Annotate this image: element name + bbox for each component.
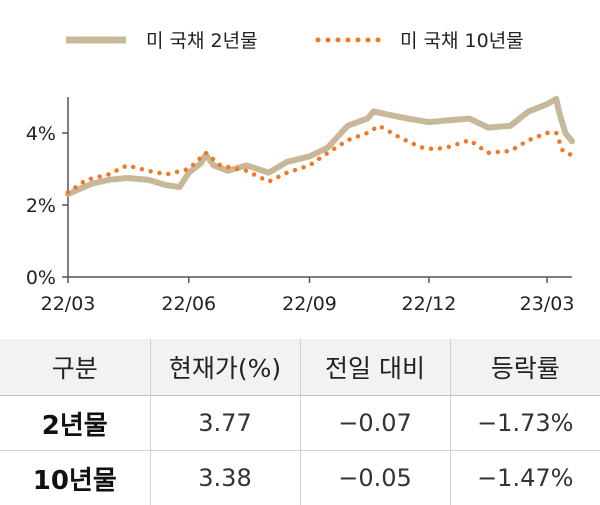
x-tick-label: 22/12: [402, 293, 457, 315]
legend-label-2y: 미 국채 2년물: [146, 30, 258, 52]
cell-rate-10y: −1.47%: [450, 451, 600, 505]
header-change-rate: 등락률: [450, 339, 600, 396]
series-line-2y: [68, 99, 572, 194]
table-row: 2년물 3.77 −0.07 −1.73%: [0, 396, 600, 451]
treasury-yield-chart: 미 국채 2년물 미 국채 10년물 0% 2% 4% 22/03 22/06 22/09…: [0, 0, 600, 325]
cell-change-10y: −0.05: [300, 451, 450, 505]
cell-rate-2y: −1.73%: [450, 396, 600, 451]
x-tick-label: 22/06: [161, 293, 216, 315]
yield-summary-table: 구분 현재가(%) 전일 대비 등락률 2년물 3.77 −0.07 −1.73…: [0, 339, 600, 505]
x-tick-label: 22/09: [282, 293, 337, 315]
row-label-10y: 10년물: [0, 451, 150, 505]
y-tick-label: 4%: [26, 123, 56, 145]
header-category: 구분: [0, 339, 150, 396]
header-day-change: 전일 대비: [300, 339, 450, 396]
cell-current-10y: 3.38: [150, 451, 300, 505]
x-tick-label: 22/03: [41, 293, 96, 315]
header-current-price: 현재가(%): [150, 339, 300, 396]
y-tick-label: 0%: [26, 267, 56, 289]
cell-change-2y: −0.07: [300, 396, 450, 451]
x-tick-label: 23/03: [520, 293, 575, 315]
y-tick-label: 2%: [26, 195, 56, 217]
cell-current-2y: 3.77: [150, 396, 300, 451]
row-label-2y: 2년물: [0, 396, 150, 451]
table-header-row: 구분 현재가(%) 전일 대비 등락률: [0, 339, 600, 396]
table-row: 10년물 3.38 −0.05 −1.47%: [0, 451, 600, 505]
legend-label-10y: 미 국채 10년물: [400, 30, 524, 52]
legend: 미 국채 2년물 미 국채 10년물: [66, 30, 524, 52]
